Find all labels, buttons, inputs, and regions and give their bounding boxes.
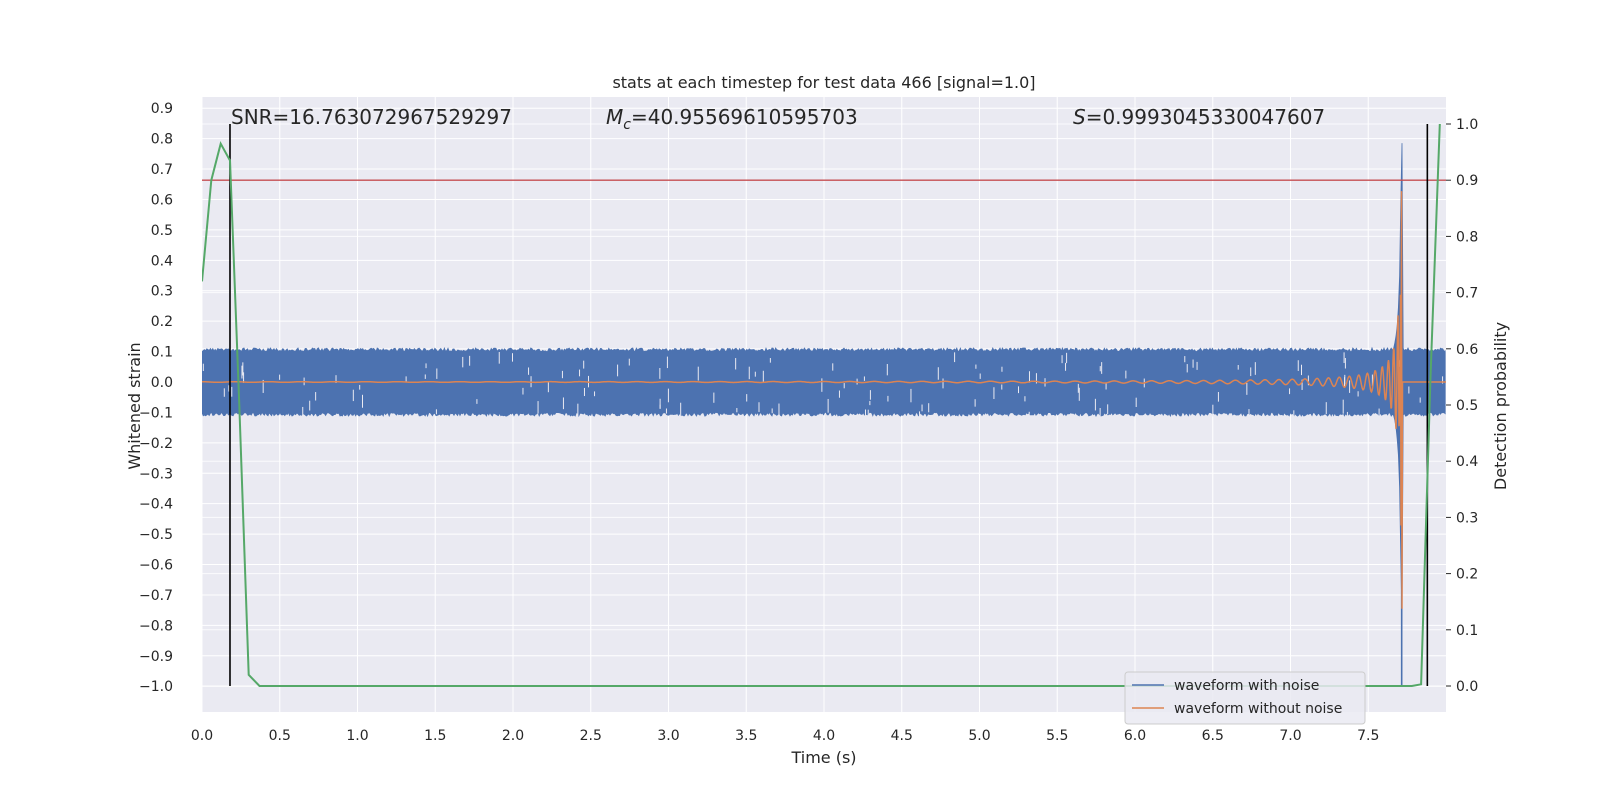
y2-tick-label: 0.3	[1456, 510, 1478, 526]
x-axis-label: Time (s)	[790, 748, 856, 767]
series-waveform-without-noise	[202, 191, 1446, 609]
y-tick-label: −0.2	[139, 436, 173, 452]
y2-tick-labels: 1.0 0.9 0.8 0.7 0.6 0.5 0.4 0.3 0.2 0.1 0.0	[1446, 117, 1478, 695]
legend: waveform with noise waveform without noi…	[1124, 671, 1366, 725]
y-tick-label: −0.9	[139, 649, 173, 665]
y2-tick-label: 0.6	[1456, 342, 1478, 358]
y-tick-label: −0.6	[139, 558, 173, 574]
y2-tick-label: 1.0	[1456, 117, 1478, 133]
chirp-mass-symbol: M	[606, 105, 623, 129]
x-tick-label: 3.5	[735, 728, 757, 744]
x-tick-label: 2.5	[580, 728, 602, 744]
x-tick-label: 1.5	[424, 728, 446, 744]
y-tick-label: 0.4	[151, 253, 173, 269]
y-tick-label: 0.6	[151, 192, 173, 208]
legend-box	[1124, 671, 1366, 725]
x-tick-labels: 0.0 0.5 1.0 1.5 2.0 2.5 3.0 3.5 4.0 4.5 5.0 5.5 6.0 6…	[191, 728, 1380, 744]
y2-tick-label: 0.7	[1456, 286, 1478, 302]
chirp-mass-subscript: c	[623, 117, 631, 133]
score-value: =0.9993045330047607	[1086, 105, 1325, 129]
probability-line	[202, 123, 1441, 687]
legend-label-clean: waveform without noise	[1174, 701, 1342, 717]
y2-tick-label: 0.1	[1456, 623, 1478, 639]
x-tick-label: 5.5	[1046, 728, 1068, 744]
legend-label-noise: waveform with noise	[1174, 678, 1319, 694]
y2-axis-label: Detection probability	[1491, 322, 1510, 490]
series-detection-probability	[202, 123, 1441, 687]
score-symbol: S	[1073, 105, 1086, 129]
y-tick-label: −1.0	[139, 679, 173, 695]
y-tick-labels: 0.9 0.8 0.7 0.6 0.5 0.4 0.3 0.2 0.1 0.0 −0.1 −0.2 −0…	[139, 101, 173, 695]
y-tick-label: 0.9	[151, 101, 173, 117]
y2-tick-label: 0.5	[1456, 398, 1478, 414]
y2-tick-label: 0.0	[1456, 679, 1478, 695]
x-tick-label: 0.5	[269, 728, 291, 744]
y2-tick-label: 0.4	[1456, 454, 1478, 470]
vertical-markers	[229, 124, 1429, 686]
y-tick-label: −0.5	[139, 527, 173, 543]
plot-content	[202, 123, 1446, 687]
y-tick-label: 0.8	[151, 132, 173, 148]
chirp-mass-value: =40.95569610595703	[631, 105, 858, 129]
x-tick-label: 0.0	[191, 728, 213, 744]
y2-tick-label: 0.9	[1456, 173, 1478, 189]
chirp-mass-annotation: Mc=40.95569610595703	[606, 105, 858, 133]
y-tick-label: 0.5	[151, 223, 173, 239]
y-tick-label: 0.7	[151, 162, 173, 178]
y-tick-label: −0.8	[139, 618, 173, 634]
y-tick-label: 0.3	[151, 284, 173, 300]
x-tick-label: 1.0	[346, 728, 368, 744]
y2-tick-label: 0.8	[1456, 229, 1478, 245]
y2-tick-label: 0.2	[1456, 567, 1478, 583]
y-tick-label: −0.7	[139, 588, 173, 604]
y-tick-label: 0.2	[151, 314, 173, 330]
y-tick-label: 0.0	[151, 375, 173, 391]
snr-annotation: SNR=16.763072967529297	[231, 105, 512, 129]
score-annotation: S=0.9993045330047607	[1073, 105, 1325, 129]
clean-waveform-line	[202, 191, 1446, 609]
y-tick-label: −0.3	[139, 466, 173, 482]
x-tick-label: 7.0	[1279, 728, 1301, 744]
x-tick-label: 5.0	[968, 728, 990, 744]
x-tick-label: 6.0	[1124, 728, 1146, 744]
y-tick-label: 0.1	[151, 345, 173, 361]
x-tick-label: 7.5	[1357, 728, 1379, 744]
x-tick-label: 3.0	[657, 728, 679, 744]
x-tick-label: 4.5	[891, 728, 913, 744]
y-tick-label: −0.1	[139, 405, 173, 421]
y-axis-label: Whitened strain	[125, 342, 144, 469]
chart-title: stats at each timestep for test data 466…	[612, 73, 1035, 92]
x-tick-label: 6.5	[1202, 728, 1224, 744]
x-tick-label: 4.0	[813, 728, 835, 744]
x-tick-label: 2.0	[502, 728, 524, 744]
y-tick-label: −0.4	[139, 497, 173, 513]
